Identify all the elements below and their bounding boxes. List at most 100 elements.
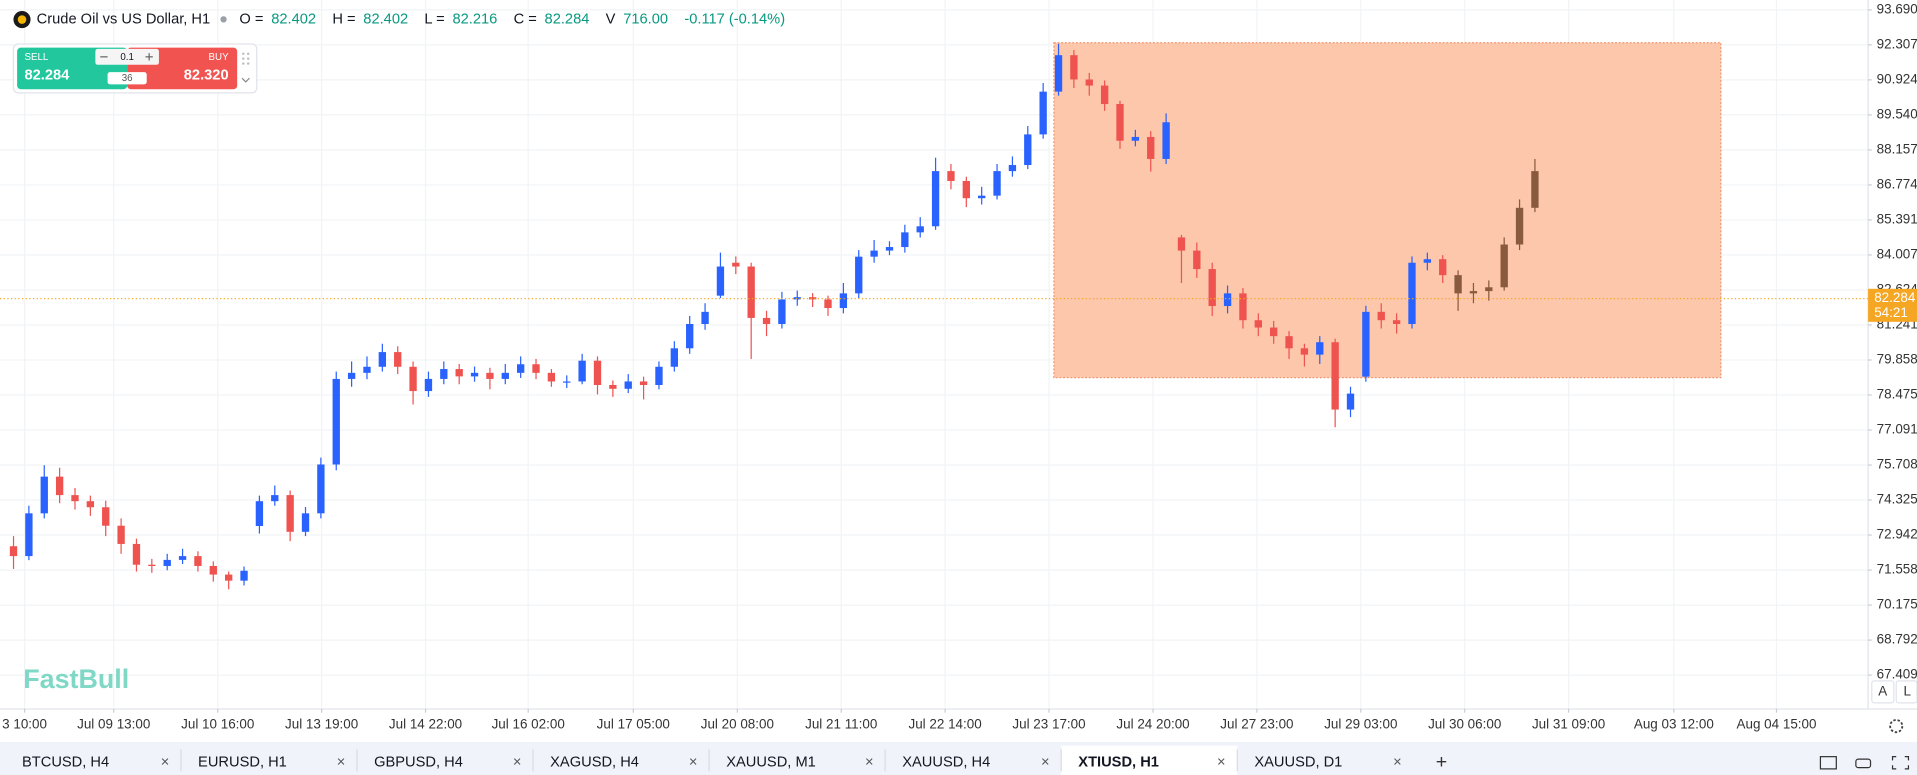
candle-body	[993, 171, 1001, 196]
candle-body	[1485, 287, 1493, 292]
candle-body	[286, 495, 294, 532]
volume-label: V	[606, 11, 616, 27]
tab-close[interactable]: ×	[1217, 755, 1226, 771]
candle-body	[148, 564, 156, 566]
x-tick-label: Jul 30 06:00	[1428, 716, 1501, 731]
candle-body	[824, 299, 832, 309]
tab-close[interactable]: ×	[865, 755, 874, 771]
candle-body	[563, 381, 571, 383]
candle-body	[240, 570, 248, 581]
y-tick-label: 93.690	[1877, 1, 1917, 16]
tab-label: XAUUSD, D1	[1254, 755, 1342, 771]
candle-body	[225, 574, 233, 581]
candle-body	[332, 378, 340, 465]
auto-scale-button[interactable]	[1871, 680, 1895, 704]
candle-body	[501, 372, 509, 379]
fullscreen-icon[interactable]	[1891, 756, 1910, 770]
x-tick-label: Jul 17 05:00	[597, 716, 670, 731]
y-tick-label: 79.858	[1877, 352, 1917, 367]
candle-body	[793, 297, 801, 300]
tab-label: BTCUSD, H4	[22, 755, 109, 771]
candle-body	[209, 565, 217, 575]
candle-body	[1162, 122, 1170, 159]
last-price-box	[1868, 288, 1917, 322]
candle-body	[86, 501, 95, 508]
candle-body	[978, 195, 986, 199]
candle-body	[1054, 55, 1063, 92]
auto-scale-label: A	[1878, 683, 1887, 698]
candle-body	[1439, 259, 1447, 276]
high-label: H =	[332, 11, 355, 27]
add-tab[interactable]: +	[1436, 751, 1447, 773]
x-tick-label: Jul 27 23:00	[1220, 716, 1293, 731]
x-tick-label: Aug 03 12:00	[1634, 716, 1714, 731]
tab-close[interactable]: ×	[689, 755, 698, 771]
candle-body	[839, 293, 848, 309]
sell-label: SELL	[24, 52, 48, 63]
tab-close[interactable]: ×	[513, 755, 522, 771]
candle-body	[901, 232, 909, 248]
x-tick-label: Jul 09 13:00	[77, 716, 150, 731]
y-tick-label: 86.774	[1877, 176, 1917, 191]
candle-body	[1116, 104, 1124, 141]
candle-body	[1408, 262, 1416, 324]
last-price-label: 82.284	[1874, 290, 1916, 305]
candle-body	[532, 364, 540, 373]
candle-body	[655, 366, 663, 385]
candle-body	[1239, 293, 1247, 321]
candle-body	[1469, 291, 1478, 294]
candle-body	[363, 366, 371, 373]
y-tick-label: 90.924	[1877, 71, 1917, 86]
x-tick-label: Jul 23 17:00	[1012, 716, 1085, 731]
symbol-logo-inner	[17, 15, 27, 24]
y-tick-label: 77.091	[1877, 422, 1917, 437]
candle-body	[1316, 342, 1324, 355]
tab-close[interactable]: ×	[337, 755, 346, 771]
x-tick-label: Jul 13 19:00	[285, 716, 358, 731]
candle-body	[885, 247, 894, 251]
x-tick-label: Aug 04 15:00	[1737, 716, 1817, 731]
candle-body	[163, 559, 171, 566]
spread-box	[107, 72, 147, 85]
settings-icon[interactable]	[1889, 719, 1904, 734]
window-icon[interactable]	[1855, 758, 1872, 769]
axes-layer: 93.690 92.307 90.924 89.540 88.157 86.774 85.3…	[0, 1, 1917, 731]
y-tick-label: 67.409	[1877, 667, 1917, 682]
candle-body	[916, 226, 924, 233]
candle-body	[778, 299, 786, 324]
widget-drag-handle[interactable]	[242, 52, 250, 65]
open-value: 82.402	[271, 11, 316, 27]
log-scale-button[interactable]	[1895, 680, 1917, 704]
candle-body	[1285, 336, 1293, 349]
candle-body	[301, 513, 310, 532]
symbol-title: Crude Oil vs US Dollar, H1	[37, 11, 211, 27]
tab-close[interactable]: ×	[1393, 755, 1402, 771]
buy-label: BUY	[209, 52, 230, 63]
tab-label: GBPUSD, H4	[374, 755, 463, 771]
candle-body	[25, 513, 33, 557]
status-dot: ●	[219, 11, 228, 27]
low-value: 82.216	[452, 11, 497, 27]
candle-body	[547, 372, 556, 382]
candle-body	[1515, 207, 1524, 245]
candle-body	[701, 311, 709, 324]
candle-body	[1392, 320, 1401, 324]
candle-body	[1008, 165, 1017, 172]
tab-close[interactable]: ×	[1041, 755, 1050, 771]
candle-body	[1454, 275, 1462, 294]
y-tick-label: 71.558	[1877, 562, 1917, 577]
candle-body	[1423, 259, 1432, 263]
candle-body	[1177, 237, 1186, 251]
lot-input[interactable]	[95, 48, 159, 65]
y-tick-label: 78.475	[1877, 387, 1917, 402]
countdown-label: 54:21	[1874, 305, 1908, 320]
tab-close[interactable]: ×	[161, 755, 170, 771]
candle-body	[71, 495, 79, 502]
layout-icon[interactable]	[1819, 756, 1837, 770]
candle-body	[1147, 136, 1155, 159]
candle-body	[931, 171, 940, 227]
tab-label: XAUUSD, M1	[726, 755, 816, 771]
y-tick-label: 89.540	[1877, 106, 1917, 121]
widget-expand[interactable]	[241, 77, 250, 83]
